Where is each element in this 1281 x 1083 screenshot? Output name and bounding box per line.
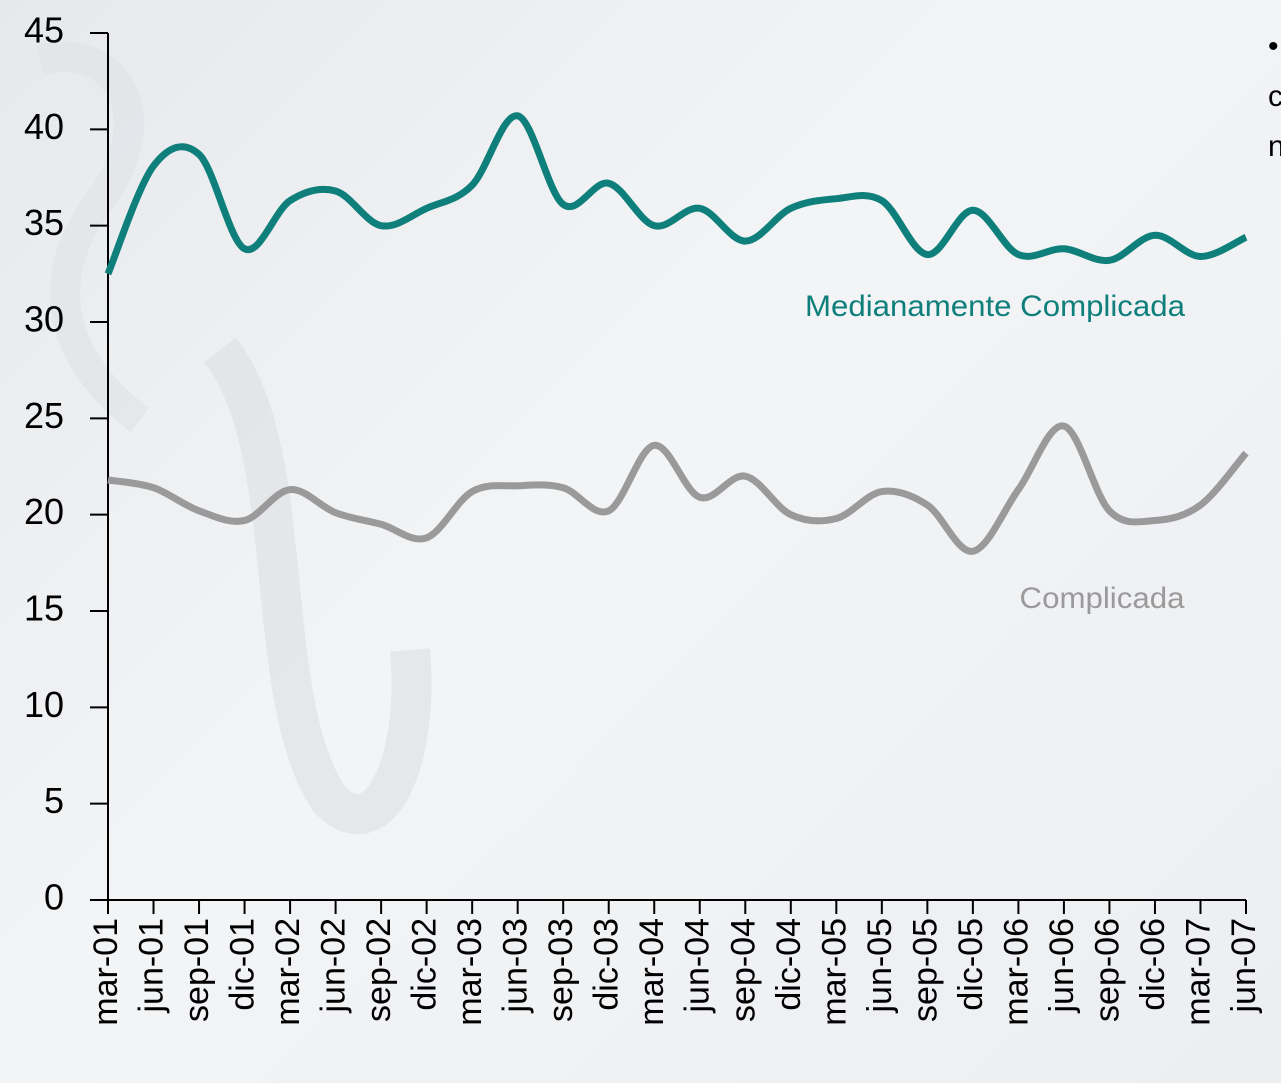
x-tick-label: jun-07 — [1225, 918, 1263, 1014]
y-tick-label: 25 — [24, 395, 64, 436]
x-tick-label: jun-04 — [679, 918, 717, 1014]
x-tick-label: dic-01 — [224, 918, 262, 1011]
x-tick-label: mar-01 — [87, 918, 125, 1026]
x-tick-label: sep-01 — [178, 918, 216, 1022]
y-tick-label: 15 — [24, 588, 64, 629]
annotation: • — [1268, 30, 1279, 63]
y-tick-label: 0 — [44, 877, 64, 918]
x-tick-label: mar-07 — [1179, 918, 1217, 1026]
x-tick-label: dic-03 — [588, 918, 626, 1011]
x-tick-label: dic-06 — [1134, 918, 1172, 1011]
x-tick-label: dic-05 — [952, 918, 990, 1011]
x-tick-label: mar-06 — [997, 918, 1035, 1026]
series-label: Medianamente Complicada — [805, 290, 1185, 323]
x-tick-label: mar-05 — [815, 918, 853, 1026]
x-tick-label: sep-05 — [906, 918, 944, 1022]
y-tick-label: 35 — [24, 202, 64, 243]
x-tick-label: jun-05 — [861, 918, 899, 1014]
x-tick-label: mar-04 — [633, 918, 671, 1026]
y-tick-label: 40 — [24, 106, 64, 147]
x-tick-label: sep-04 — [724, 918, 762, 1022]
series-label: Complicada — [1020, 582, 1185, 615]
x-tick-label: mar-02 — [269, 918, 307, 1026]
x-tick-label: dic-02 — [406, 918, 444, 1011]
series-line — [107, 422, 1249, 555]
series-line — [104, 112, 1248, 276]
y-tick-label: 45 — [24, 10, 64, 51]
annotation: n — [1268, 130, 1281, 163]
annotation: c — [1268, 80, 1281, 113]
y-tick-label: 5 — [44, 780, 64, 821]
y-tick-label: 30 — [24, 299, 64, 340]
x-tick-label: sep-02 — [360, 918, 398, 1022]
x-tick-label: jun-01 — [133, 918, 171, 1014]
x-tick-label: mar-03 — [451, 918, 489, 1026]
x-tick-label: sep-03 — [542, 918, 580, 1022]
x-tick-label: dic-04 — [770, 918, 808, 1011]
y-tick-label: 20 — [24, 491, 64, 532]
y-tick-label: 10 — [24, 684, 64, 725]
x-tick-label: jun-02 — [315, 918, 353, 1014]
x-tick-label: jun-06 — [1043, 918, 1081, 1014]
x-tick-label: jun-03 — [497, 918, 535, 1014]
x-tick-label: sep-06 — [1088, 918, 1126, 1022]
